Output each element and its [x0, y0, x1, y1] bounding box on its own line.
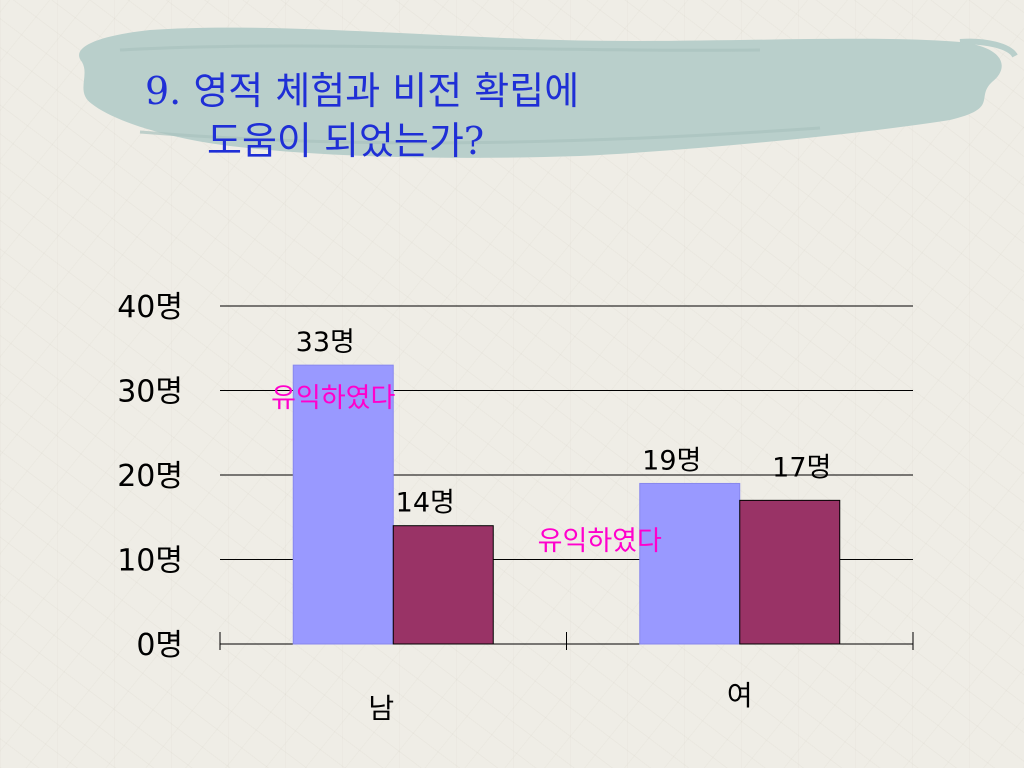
- slide-title: 9. 영적 체험과 비전 확립에 도움이 되었는가?: [145, 66, 579, 166]
- annotation-female: 유익하였다: [538, 526, 662, 557]
- y-tick-label-40: 40명: [117, 290, 183, 325]
- data-label-female-series-2: 17명: [772, 452, 831, 483]
- x-category-label-male: 남: [368, 692, 394, 725]
- data-label-male-series-1: 33명: [296, 327, 355, 358]
- y-tick-label-0: 0명: [136, 628, 183, 663]
- data-label-male-series-2: 14명: [396, 488, 455, 519]
- y-tick-label-20: 20명: [117, 459, 183, 494]
- x-category-label-female: 여: [727, 679, 753, 712]
- bar-male-series-2: [392, 525, 494, 645]
- data-label-female-series-1: 19명: [642, 445, 701, 476]
- bar-female-series-1: [639, 482, 741, 645]
- y-tick-label-30: 30명: [117, 375, 183, 410]
- slide-title-line-2: 도움이 되었는가?: [207, 119, 485, 163]
- y-tick-label-10: 10명: [117, 544, 183, 579]
- slide-title-line-1: 9. 영적 체험과 비전 확립에: [145, 69, 580, 113]
- annotation-male: 유익하였다: [271, 383, 395, 414]
- bar-male-series-1: [292, 364, 394, 645]
- bar-female-series-2: [739, 499, 841, 645]
